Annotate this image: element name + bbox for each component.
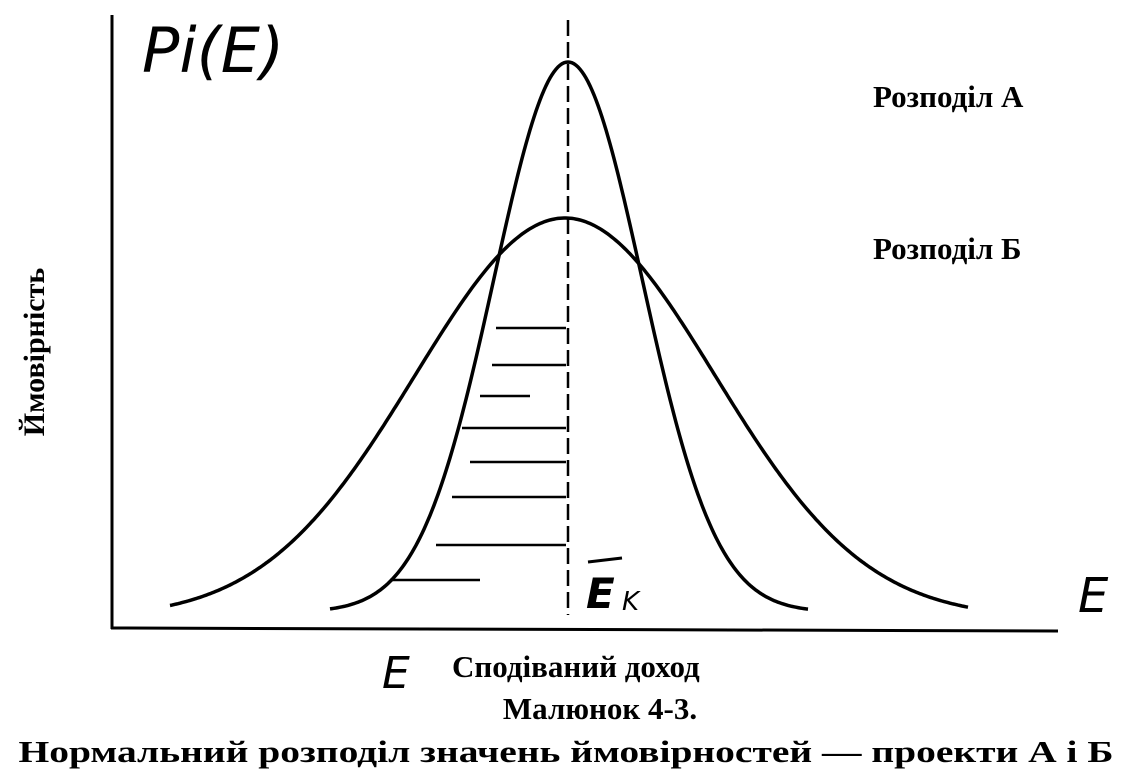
y-axis-symbol: Pi(E) [142,14,284,87]
curve-a [329,60,809,611]
x-axis-left-symbol: E [382,648,410,699]
x-axis [110,626,1059,633]
curve-b-label: Розподіл Б [873,231,1022,266]
y-axis-title: Ймовірність [18,268,51,437]
mean-symbol: E [586,569,615,618]
x-axis-title: Сподіваний доход [452,649,700,684]
mean-overline [587,556,623,564]
hatching [390,326,566,582]
curve-a-label: Розподіл А [873,79,1024,114]
curve-b [169,216,969,609]
figure-number: Малюнок 4-3. [503,691,697,726]
caption: Нормальний розподіл значень ймовірностей… [19,734,1114,769]
x-axis-symbol: E [1078,568,1109,624]
mean-subscript: K [622,587,641,617]
